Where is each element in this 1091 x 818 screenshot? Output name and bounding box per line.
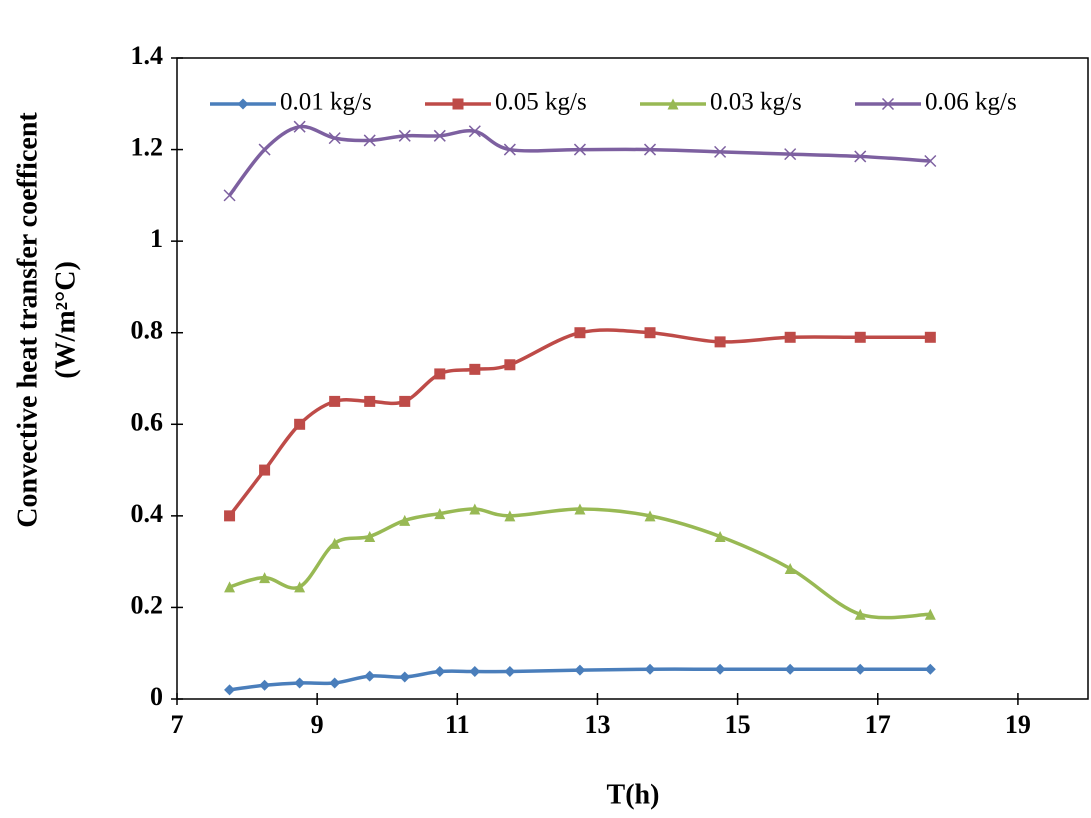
y-tick-label: 0.4	[131, 499, 164, 528]
data-point	[643, 143, 657, 156]
data-point	[259, 464, 271, 476]
data-point	[924, 154, 937, 168]
data-point	[224, 510, 236, 522]
x-tick-label: 17	[865, 710, 891, 739]
data-point	[644, 327, 656, 339]
data-point	[924, 608, 936, 620]
legend-label: 0.01 kg/s	[280, 89, 372, 116]
data-point	[294, 418, 306, 430]
data-point	[784, 563, 796, 575]
data-point	[924, 663, 936, 675]
data-point	[573, 143, 586, 156]
legend-label: 0.05 kg/s	[495, 89, 587, 116]
legend-marker	[452, 98, 464, 110]
data-point	[854, 150, 867, 163]
data-point	[294, 581, 306, 593]
legend-marker	[237, 98, 249, 110]
y-tick-label: 1.2	[131, 133, 164, 162]
y-tick-label: 0.8	[131, 316, 164, 345]
data-point	[434, 508, 446, 520]
data-point	[329, 537, 341, 549]
data-point	[784, 663, 796, 675]
data-point	[259, 572, 271, 584]
y-tick-label: 1.4	[131, 41, 164, 70]
data-point	[784, 331, 796, 343]
data-point	[468, 125, 481, 138]
y-tick-label: 0	[150, 682, 163, 711]
data-point	[924, 331, 936, 343]
data-point	[854, 331, 866, 343]
data-point	[434, 666, 446, 678]
series-line	[229, 507, 931, 620]
data-point	[398, 129, 411, 142]
x-axis-title: T(h)	[607, 779, 660, 810]
data-point	[294, 677, 306, 689]
y-tick-label: 0.2	[131, 590, 164, 619]
data-point	[328, 132, 341, 145]
data-point	[644, 663, 656, 675]
data-point	[259, 679, 271, 691]
data-point	[854, 608, 866, 620]
series-line	[229, 667, 931, 692]
data-point	[399, 514, 411, 526]
data-point	[714, 336, 726, 348]
data-point	[364, 395, 376, 407]
data-point	[469, 666, 481, 678]
data-point	[854, 663, 866, 675]
data-point	[399, 671, 411, 683]
y-axis-title: (W/m²°C)	[50, 261, 81, 379]
data-point	[433, 129, 446, 142]
data-point	[364, 530, 376, 542]
legend-label: 0.06 kg/s	[925, 89, 1017, 116]
data-point	[223, 189, 236, 202]
data-point	[574, 664, 586, 676]
data-point	[644, 510, 656, 522]
x-tick-label: 9	[311, 710, 324, 739]
data-point	[784, 148, 797, 161]
x-tick-label: 11	[445, 710, 470, 739]
series-line	[228, 124, 931, 197]
data-point	[329, 677, 341, 689]
data-point	[714, 145, 727, 158]
data-point	[574, 503, 586, 515]
legend-marker	[667, 98, 679, 110]
data-point	[224, 581, 236, 593]
plot-frame	[176, 57, 1089, 700]
data-point	[714, 530, 726, 542]
data-point	[469, 503, 481, 515]
data-point	[574, 327, 586, 339]
data-point	[504, 359, 516, 371]
data-point	[434, 368, 446, 380]
data-point	[224, 684, 236, 696]
data-point	[293, 120, 306, 133]
x-tick-label: 7	[171, 710, 184, 739]
data-point	[364, 670, 376, 682]
data-point	[329, 395, 341, 407]
data-point	[363, 134, 376, 147]
series-line	[228, 328, 931, 517]
y-tick-label: 1	[150, 224, 163, 253]
legend-label: 0.03 kg/s	[710, 89, 802, 116]
x-tick-label: 19	[1005, 710, 1031, 739]
data-point	[503, 143, 516, 156]
data-point	[469, 363, 481, 375]
legend-marker	[881, 97, 895, 111]
x-tick-label: 13	[584, 710, 610, 739]
data-point	[714, 663, 726, 675]
y-axis-title: Convective heat transfer coefficent	[12, 112, 43, 528]
data-point	[504, 510, 516, 522]
data-point	[504, 666, 516, 678]
data-point	[258, 143, 271, 156]
data-point	[399, 395, 411, 407]
x-tick-label: 15	[725, 710, 751, 739]
y-tick-label: 0.6	[131, 407, 164, 436]
